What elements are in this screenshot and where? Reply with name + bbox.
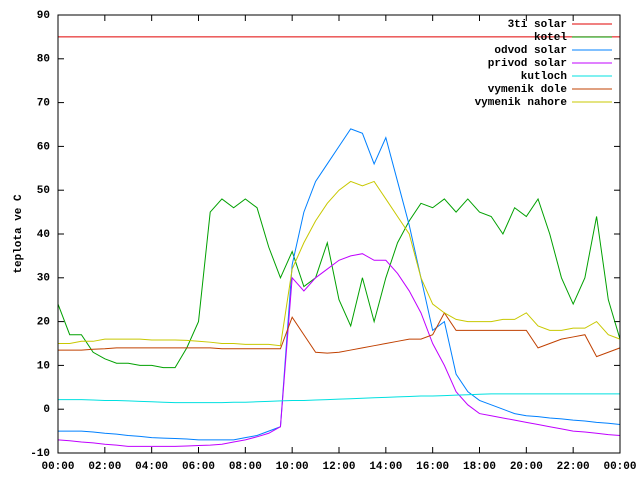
x-tick-label: 00:00 <box>603 461 636 473</box>
series-line <box>58 128 621 441</box>
y-tick-label: 70 <box>37 98 50 110</box>
x-tick-label: 14:00 <box>369 461 402 473</box>
y-tick-label: 80 <box>37 54 50 66</box>
x-tick-label: 10:00 <box>276 461 309 473</box>
plot-border <box>57 14 621 454</box>
x-tick-label: 18:00 <box>463 461 496 473</box>
legend-label: vymenik nahore <box>475 97 568 109</box>
x-tick-label: 22:00 <box>557 461 590 473</box>
x-tick-label: 06:00 <box>182 461 215 473</box>
legend-label: kotel <box>534 32 567 44</box>
x-tick-label: 20:00 <box>510 461 543 473</box>
x-tick-label: 12:00 <box>322 461 355 473</box>
y-tick-label: 0 <box>43 404 50 416</box>
y-tick-label: 20 <box>37 317 50 329</box>
y-tick-label: 60 <box>37 141 50 153</box>
series-line <box>58 311 621 358</box>
x-tick-label: 02:00 <box>88 461 121 473</box>
x-tick-label: 04:00 <box>135 461 168 473</box>
series-line <box>57 197 621 369</box>
y-tick-label: 90 <box>37 10 50 22</box>
x-tick-label: 16:00 <box>416 461 449 473</box>
y-tick-label: 50 <box>37 185 50 197</box>
y-tick-label: -10 <box>30 448 50 460</box>
y-tick-label: 40 <box>37 229 50 241</box>
series-line <box>58 180 621 347</box>
series-line <box>57 253 621 447</box>
x-tick-label: 08:00 <box>229 461 262 473</box>
legend-label: odvod solar <box>494 45 567 57</box>
y-tick-label: 10 <box>37 360 50 372</box>
legend-label: vymenik dole <box>488 84 568 96</box>
y-axis-label: teplota ve C <box>13 194 25 274</box>
x-tick-label: 00:00 <box>41 461 74 473</box>
y-tick-label: 30 <box>37 273 50 285</box>
legend-label: kutloch <box>521 71 567 83</box>
series-line <box>58 393 620 404</box>
legend-label: privod solar <box>488 58 567 70</box>
legend-label: 3ti solar <box>508 19 567 31</box>
